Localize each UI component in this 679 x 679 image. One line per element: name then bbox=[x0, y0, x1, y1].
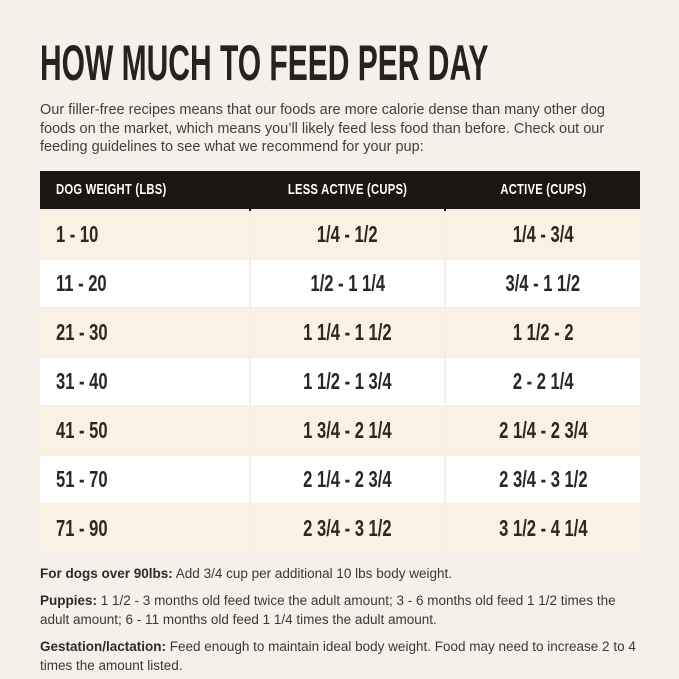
cell-active: 3 1/2 - 4 1/4 bbox=[444, 502, 640, 552]
cell-less-active: 1/2 - 1 1/4 bbox=[249, 257, 445, 308]
cell-active: 3/4 - 1 1/2 bbox=[444, 257, 640, 308]
cell-weight: 41 - 50 bbox=[40, 404, 250, 455]
table-header-row: DOG WEIGHT (LBS) LESS ACTIVE (CUPS) ACTI… bbox=[40, 170, 640, 210]
table-row: 21 - 30 1 1/4 - 1 1/2 1 1/2 - 2 bbox=[40, 306, 640, 357]
cell-less-active: 1/4 - 1/2 bbox=[249, 208, 445, 259]
cell-active: 1/4 - 3/4 bbox=[444, 208, 640, 259]
column-header-less-active: LESS ACTIVE (CUPS) bbox=[249, 170, 445, 210]
cell-less-active: 2 1/4 - 2 3/4 bbox=[249, 453, 445, 504]
note-label: For dogs over 90lbs: bbox=[40, 565, 173, 581]
intro-text: Our filler-free recipes means that our f… bbox=[40, 102, 605, 155]
column-header-dog-weight: DOG WEIGHT (LBS) bbox=[40, 170, 250, 210]
feeding-notes: For dogs over 90lbs: Add 3/4 cup per add… bbox=[40, 564, 640, 675]
cell-weight: 1 - 10 bbox=[40, 208, 250, 259]
note-text: Feed enough to maintain ideal body weigh… bbox=[40, 638, 636, 673]
note-label: Puppies: bbox=[40, 592, 98, 608]
column-header-active: ACTIVE (CUPS) bbox=[444, 170, 640, 210]
cell-weight: 31 - 40 bbox=[40, 355, 250, 406]
cell-active: 2 1/4 - 2 3/4 bbox=[444, 404, 640, 455]
note-label: Gestation/lactation: bbox=[40, 638, 167, 654]
cell-weight: 11 - 20 bbox=[40, 257, 250, 308]
note-puppies: Puppies: 1 1/2 - 3 months old feed twice… bbox=[40, 591, 640, 629]
table-row: 51 - 70 2 1/4 - 2 3/4 2 3/4 - 3 1/2 bbox=[40, 453, 640, 504]
cell-active: 1 1/2 - 2 bbox=[444, 306, 640, 357]
cell-weight: 51 - 70 bbox=[40, 453, 250, 504]
table-row: 31 - 40 1 1/2 - 1 3/4 2 - 2 1/4 bbox=[40, 355, 640, 406]
cell-weight: 21 - 30 bbox=[40, 306, 250, 357]
table-row: 1 - 10 1/4 - 1/2 1/4 - 3/4 bbox=[40, 208, 640, 259]
note-gestation-lactation: Gestation/lactation: Feed enough to main… bbox=[40, 637, 640, 675]
cell-active: 2 3/4 - 3 1/2 bbox=[444, 453, 640, 504]
page-title-text: HOW MUCH TO FEED PER DAY bbox=[40, 35, 489, 91]
cell-less-active: 1 3/4 - 2 1/4 bbox=[249, 404, 445, 455]
cell-active: 2 - 2 1/4 bbox=[444, 355, 640, 406]
note-text: Add 3/4 cup per additional 10 lbs body w… bbox=[175, 565, 452, 581]
feeding-table: DOG WEIGHT (LBS) LESS ACTIVE (CUPS) ACTI… bbox=[40, 170, 640, 552]
note-over-90lbs: For dogs over 90lbs: Add 3/4 cup per add… bbox=[40, 564, 640, 583]
cell-less-active: 1 1/2 - 1 3/4 bbox=[249, 355, 445, 406]
table-row: 71 - 90 2 3/4 - 3 1/2 3 1/2 - 4 1/4 bbox=[40, 502, 640, 552]
table-row: 41 - 50 1 3/4 - 2 1/4 2 1/4 - 2 3/4 bbox=[40, 404, 640, 455]
cell-weight: 71 - 90 bbox=[40, 502, 250, 552]
cell-less-active: 1 1/4 - 1 1/2 bbox=[249, 306, 445, 357]
page-title: HOW MUCH TO FEED PER DAY bbox=[40, 36, 640, 90]
cell-less-active: 2 3/4 - 3 1/2 bbox=[249, 502, 445, 552]
note-text: 1 1/2 - 3 months old feed twice the adul… bbox=[40, 592, 616, 627]
table-row: 11 - 20 1/2 - 1 1/4 3/4 - 1 1/2 bbox=[40, 257, 640, 308]
